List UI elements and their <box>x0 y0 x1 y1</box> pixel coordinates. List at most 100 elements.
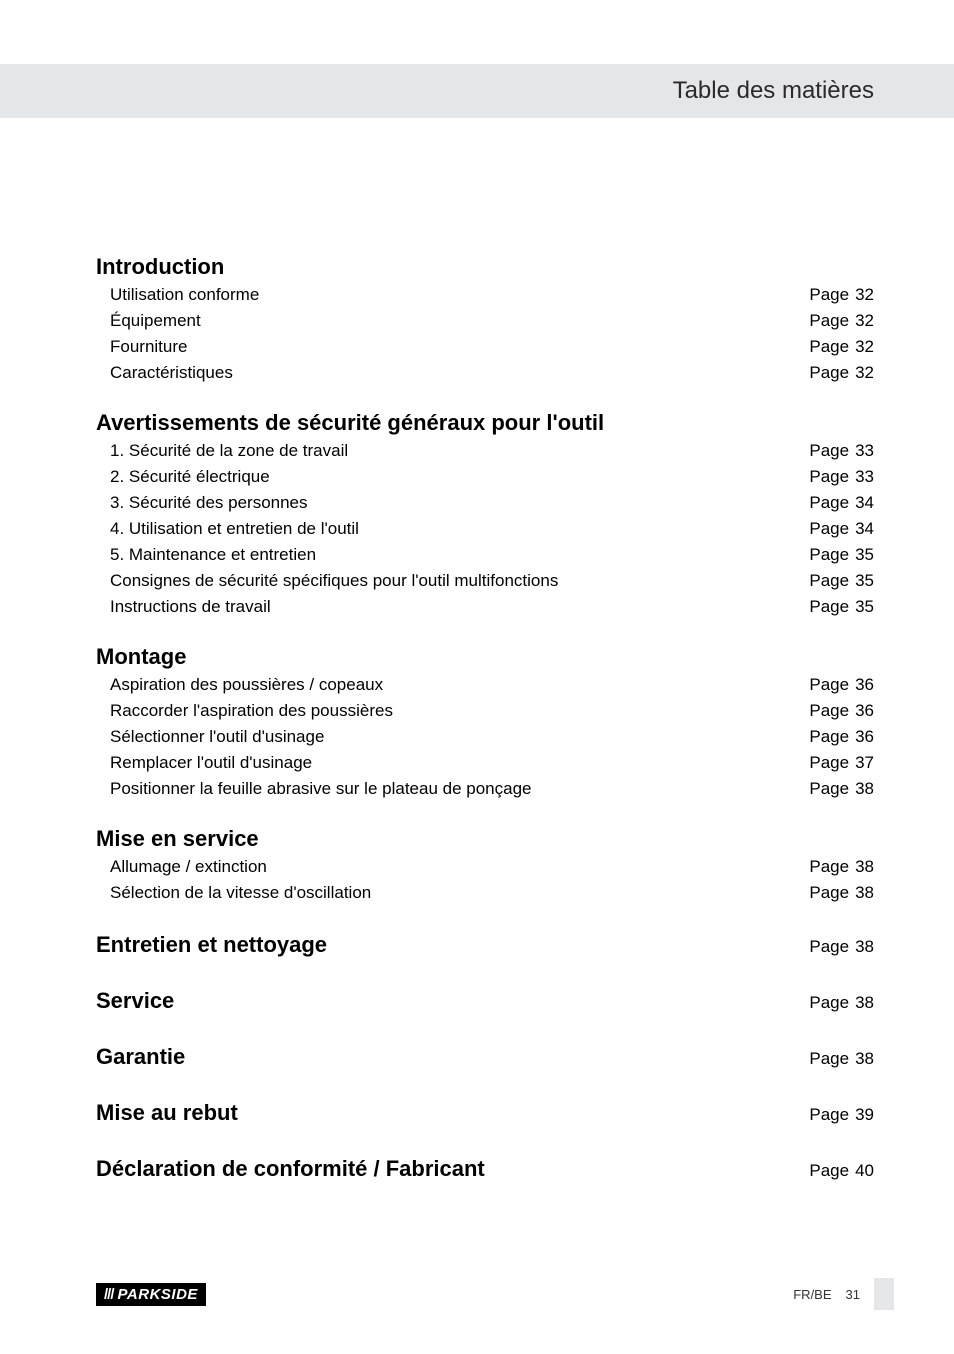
toc-entry: FourniturePage32 <box>96 334 874 360</box>
toc-section-title: Introduction <box>96 254 874 280</box>
toc-entry-label: Remplacer l'outil d'usinage <box>110 750 312 776</box>
toc-page-word: Page <box>809 571 849 590</box>
toc-section-title: Mise au rebut <box>96 1098 238 1128</box>
toc-page-number: 38 <box>855 1049 874 1068</box>
toc-page-ref: Page 34 <box>809 516 874 542</box>
toc-page-ref: Page 33 <box>809 464 874 490</box>
toc-page-ref: Page 36 <box>809 672 874 698</box>
toc-page-ref: Page 39 <box>809 1100 874 1130</box>
toc-page-number: 38 <box>855 993 874 1012</box>
toc-page-number: 32 <box>855 285 874 304</box>
toc-page-word: Page <box>809 363 849 382</box>
toc-entry-label: 1. Sécurité de la zone de travail <box>110 438 348 464</box>
footer-page-number: 31 <box>846 1287 860 1302</box>
toc-page-word: Page <box>809 467 849 486</box>
toc-page-word: Page <box>809 311 849 330</box>
toc-page-word: Page <box>809 441 849 460</box>
toc-page-word: Page <box>809 937 849 956</box>
toc-entry: Aspiration des poussières / copeaux Page 3… <box>96 672 874 698</box>
toc-page-word: Page <box>809 883 849 902</box>
toc-entry-label: Instructions de travail <box>110 594 271 620</box>
toc-section-title: Entretien et nettoyage <box>96 930 327 960</box>
toc-page-ref: Page 38 <box>809 880 874 906</box>
toc-page-number: 35 <box>855 545 874 564</box>
toc-page-number: 36 <box>855 727 874 746</box>
footer-right: FR/BE 31 <box>793 1278 894 1310</box>
toc-page-ref: Page 32 <box>809 282 874 308</box>
toc-section-inline: Entretien et nettoyage Page38 <box>96 930 874 962</box>
toc-page-word: Page <box>809 493 849 512</box>
toc-page-word: Page <box>809 857 849 876</box>
toc-page-ref: Page38 <box>809 988 874 1018</box>
toc-page-ref: Page 34 <box>809 490 874 516</box>
toc-entry: Instructions de travail Page35 <box>96 594 874 620</box>
toc-page-ref: Page 35 <box>809 568 874 594</box>
toc-page-word: Page <box>809 779 849 798</box>
toc-page-ref: Page 37 <box>809 750 874 776</box>
toc-page-number: 32 <box>855 363 874 382</box>
toc-entry-label: Sélection de la vitesse d'oscillation <box>110 880 371 906</box>
toc-section-inline: Service Page38 <box>96 986 874 1018</box>
toc-entry-label: Sélectionner l'outil d'usinage <box>110 724 324 750</box>
toc-entry-label: Utilisation conforme <box>110 282 259 308</box>
toc-entry-label: Raccorder l'aspiration des poussières <box>110 698 393 724</box>
toc-page-number: 36 <box>855 675 874 694</box>
toc-page-number: 32 <box>855 311 874 330</box>
toc-page-ref: Page 36 <box>809 698 874 724</box>
toc-entry: 2. Sécurité électriquePage33 <box>96 464 874 490</box>
toc-section-title: Service <box>96 986 174 1016</box>
toc-page-number: 35 <box>855 571 874 590</box>
toc-page-number: 34 <box>855 493 874 512</box>
toc-entry-label: Fourniture <box>110 334 187 360</box>
toc-page-number: 36 <box>855 701 874 720</box>
toc-page-number: 33 <box>855 467 874 486</box>
toc-entry: Remplacer l'outil d'usinage Page 37 <box>96 750 874 776</box>
toc-entry: Utilisation conforme Page 32 <box>96 282 874 308</box>
toc-page-ref: Page 32 <box>809 308 874 334</box>
toc-page-ref: Page 32 <box>809 360 874 386</box>
toc-page-number: 39 <box>855 1105 874 1124</box>
toc-page-number: 40 <box>855 1161 874 1180</box>
toc-page-word: Page <box>809 1105 849 1124</box>
toc-section-title: Mise en service <box>96 826 874 852</box>
toc-entry: Allumage / extinction Page 38 <box>96 854 874 880</box>
toc-page-word: Page <box>809 519 849 538</box>
toc-entry: Positionner la feuille abrasive sur le p… <box>96 776 874 802</box>
toc-entry-label: 3. Sécurité des personnes <box>110 490 308 516</box>
toc-entry: CaractéristiquesPage32 <box>96 360 874 386</box>
toc-entry-label: 4. Utilisation et entretien de l'outil <box>110 516 359 542</box>
toc-entry-label: 5. Maintenance et entretien <box>110 542 316 568</box>
footer-tab <box>874 1278 894 1310</box>
toc-page-ref: Page38 <box>809 932 874 962</box>
toc-entry: 1. Sécurité de la zone de travailPage33 <box>96 438 874 464</box>
toc-page-ref: Page35 <box>809 594 874 620</box>
toc-page-word: Page <box>809 701 849 720</box>
toc-section-title: Avertissements de sécurité généraux pour… <box>96 410 874 436</box>
toc-page-number: 34 <box>855 519 874 538</box>
toc-page-number: 38 <box>855 883 874 902</box>
toc-page-ref: Page 38 <box>809 1044 874 1074</box>
toc-page-number: 38 <box>855 779 874 798</box>
toc-page-word: Page <box>809 285 849 304</box>
toc-entry-label: Allumage / extinction <box>110 854 267 880</box>
toc-entry-label: Aspiration des poussières / copeaux <box>110 672 383 698</box>
toc-entry: 4. Utilisation et entretien de l'outil Pa… <box>96 516 874 542</box>
toc-entry: 3. Sécurité des personnes Page 34 <box>96 490 874 516</box>
toc-page-word: Page <box>809 1161 849 1180</box>
toc-page-ref: Page36 <box>809 724 874 750</box>
brand-name: PARKSIDE <box>118 1286 198 1303</box>
toc-entry-label: Positionner la feuille abrasive sur le p… <box>110 776 532 802</box>
toc-entry: Sélectionner l'outil d'usinage Page36 <box>96 724 874 750</box>
header-title: Table des matières <box>673 77 874 105</box>
toc-page-number: 37 <box>855 753 874 772</box>
toc-page-word: Page <box>809 597 849 616</box>
toc-page-word: Page <box>809 1049 849 1068</box>
toc-section-title: Garantie <box>96 1042 185 1072</box>
toc-page-word: Page <box>809 675 849 694</box>
brand-logo: /// PARKSIDE <box>96 1283 206 1306</box>
toc-page-word: Page <box>809 753 849 772</box>
toc-section-title: Montage <box>96 644 874 670</box>
toc-page-number: 38 <box>855 857 874 876</box>
toc-section-inline: Mise au rebut Page 39 <box>96 1098 874 1130</box>
toc-page-ref: Page 38 <box>809 776 874 802</box>
